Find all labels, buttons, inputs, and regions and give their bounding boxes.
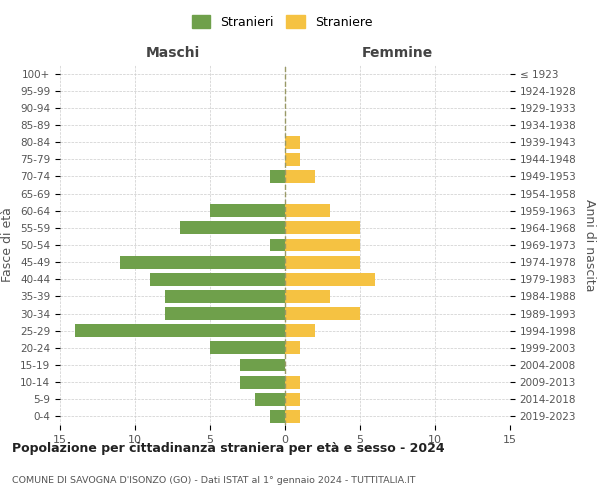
Bar	[180, 222, 285, 234]
Bar	[285, 136, 300, 148]
Bar	[120, 256, 285, 268]
Bar	[240, 376, 285, 388]
Text: COMUNE DI SAVOGNA D'ISONZO (GO) - Dati ISTAT al 1° gennaio 2024 - TUTTITALIA.IT: COMUNE DI SAVOGNA D'ISONZO (GO) - Dati I…	[12, 476, 415, 485]
Bar	[210, 342, 285, 354]
Bar	[285, 290, 330, 303]
Bar	[285, 273, 375, 285]
Y-axis label: Anni di nascita: Anni di nascita	[583, 198, 596, 291]
Bar	[150, 273, 285, 285]
Bar	[255, 393, 285, 406]
Bar	[270, 238, 285, 252]
Bar	[210, 204, 285, 217]
Bar	[270, 410, 285, 423]
Bar	[165, 290, 285, 303]
Bar	[240, 358, 285, 372]
Bar	[285, 256, 360, 268]
Bar	[285, 376, 300, 388]
Text: Maschi: Maschi	[145, 46, 200, 60]
Y-axis label: Fasce di età: Fasce di età	[1, 208, 14, 282]
Bar	[75, 324, 285, 337]
Bar	[285, 393, 300, 406]
Bar	[285, 222, 360, 234]
Legend: Stranieri, Straniere: Stranieri, Straniere	[188, 11, 376, 32]
Bar	[270, 170, 285, 183]
Bar	[285, 342, 300, 354]
Bar	[285, 153, 300, 166]
Bar	[285, 307, 360, 320]
Text: Popolazione per cittadinanza straniera per età e sesso - 2024: Popolazione per cittadinanza straniera p…	[12, 442, 445, 455]
Bar	[285, 204, 330, 217]
Text: Femmine: Femmine	[362, 46, 433, 60]
Bar	[285, 324, 315, 337]
Bar	[165, 307, 285, 320]
Bar	[285, 410, 300, 423]
Bar	[285, 170, 315, 183]
Bar	[285, 238, 360, 252]
